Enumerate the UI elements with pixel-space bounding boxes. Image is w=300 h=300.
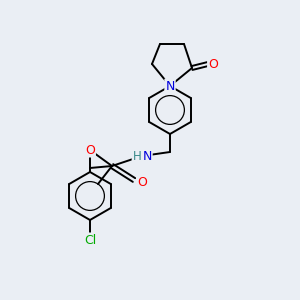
Text: N: N [142, 149, 152, 163]
Text: O: O [85, 143, 95, 157]
Text: N: N [165, 80, 175, 92]
Text: H: H [133, 149, 141, 163]
Text: O: O [137, 176, 147, 188]
Text: O: O [208, 58, 218, 70]
Text: Cl: Cl [84, 233, 96, 247]
